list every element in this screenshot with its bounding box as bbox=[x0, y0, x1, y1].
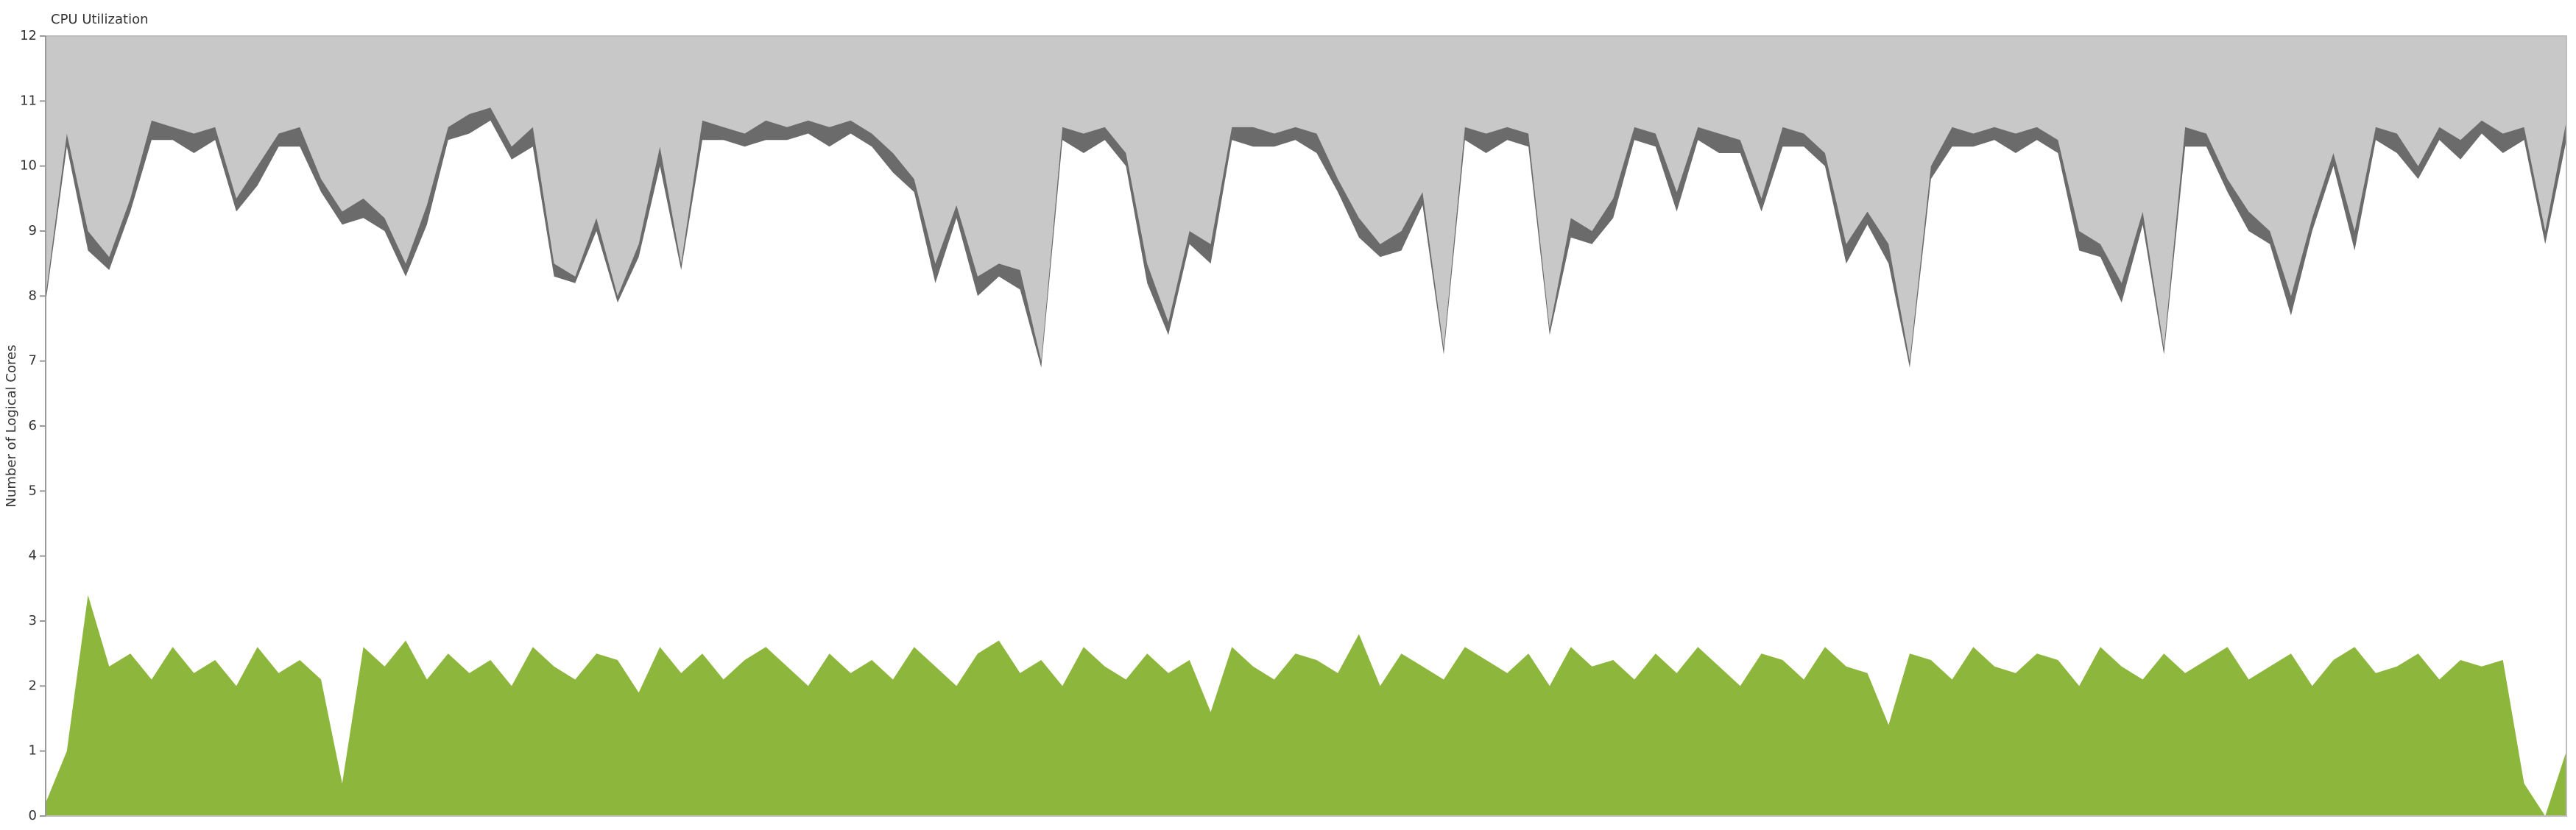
area bbox=[46, 36, 2566, 361]
y-tick-label: 9 bbox=[29, 223, 37, 238]
y-tick-label: 10 bbox=[20, 158, 37, 174]
y-tick-label: 7 bbox=[29, 353, 37, 369]
y-tick-label: 4 bbox=[29, 548, 37, 564]
y-tick-label: 6 bbox=[29, 418, 37, 433]
y-tick-label: 12 bbox=[20, 28, 37, 43]
y-tick-label: 5 bbox=[29, 483, 37, 498]
area bbox=[46, 107, 2566, 368]
chart-title: CPU Utilization bbox=[51, 12, 149, 27]
y-tick-label: 11 bbox=[20, 93, 37, 108]
y-tick-label: 8 bbox=[29, 288, 37, 303]
y-tick-label: 0 bbox=[29, 808, 37, 823]
area bbox=[46, 595, 2566, 816]
y-axis-label: Number of Logical Cores bbox=[4, 345, 19, 508]
y-tick-label: 2 bbox=[29, 678, 37, 693]
y-tick-label: 1 bbox=[29, 743, 37, 759]
y-tick-label: 3 bbox=[29, 613, 37, 628]
